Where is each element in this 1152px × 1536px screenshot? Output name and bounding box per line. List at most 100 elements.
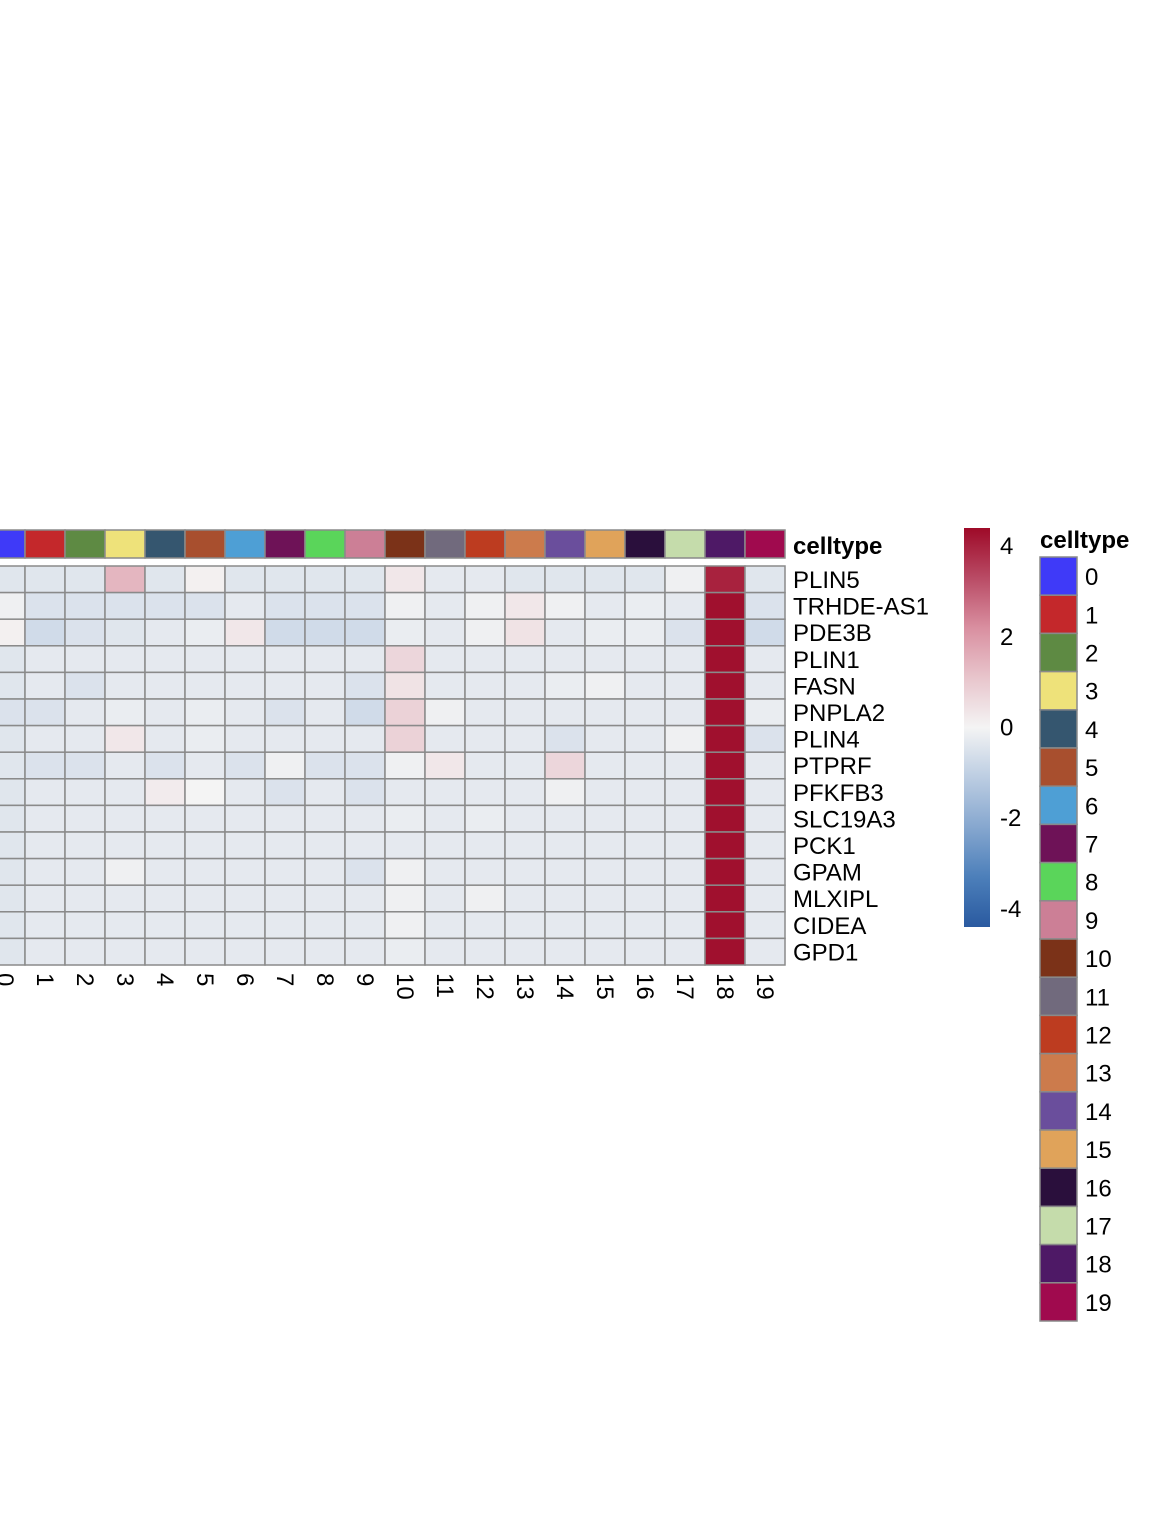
heatmap-cell <box>664 857 706 886</box>
legend-swatch-8 <box>1039 861 1078 902</box>
heatmap-cell <box>424 937 466 966</box>
colorbar: 4 2 0 -2 -4 <box>964 528 1021 927</box>
heatmap-cell <box>184 804 226 833</box>
annotation-cell-19 <box>744 529 786 559</box>
heatmap-cell <box>64 565 106 594</box>
heatmap-cell <box>0 698 26 727</box>
heatmap-cell <box>104 857 146 886</box>
heatmap-cell <box>264 884 306 913</box>
column-label: 11 <box>431 973 458 998</box>
heatmap-cell <box>304 884 346 913</box>
column-label: 4 <box>151 973 178 986</box>
heatmap-cell <box>384 645 426 674</box>
colorbar-tick-label: -4 <box>1000 896 1021 923</box>
column-label: 6 <box>231 973 258 986</box>
heatmap-cell <box>224 884 266 913</box>
row-label: MLXIPL <box>793 886 878 913</box>
heatmap-cell <box>64 618 106 647</box>
heatmap-cell <box>584 937 626 966</box>
heatmap-cell <box>224 591 266 620</box>
heatmap-cell <box>624 618 666 647</box>
heatmap-cell <box>464 618 506 647</box>
colorbar-gradient <box>964 528 990 927</box>
heatmap-cell <box>64 724 106 753</box>
legend-swatch-4 <box>1039 709 1078 749</box>
heatmap-cell <box>64 698 106 727</box>
heatmap-cell <box>744 884 786 913</box>
colorbar-tick-label: -2 <box>1000 805 1021 832</box>
heatmap-cell <box>304 618 346 647</box>
heatmap-cell <box>704 565 746 594</box>
heatmap-cell <box>424 857 466 886</box>
heatmap-cell <box>344 591 386 620</box>
heatmap-cell <box>344 565 386 594</box>
column-label: 12 <box>471 973 498 1000</box>
heatmap-cell <box>664 911 706 940</box>
legend-label: 10 <box>1085 946 1112 973</box>
heatmap-cell <box>144 857 186 886</box>
heatmap-cell <box>224 724 266 753</box>
heatmap-cell <box>464 778 506 807</box>
heatmap-cell <box>104 831 146 860</box>
heatmap-cell <box>544 857 586 886</box>
heatmap-cell <box>224 857 266 886</box>
annotation-cell-16 <box>624 529 666 559</box>
legend-label: 3 <box>1085 679 1098 706</box>
heatmap-cell <box>384 778 426 807</box>
heatmap-cell <box>64 911 106 940</box>
heatmap-cell <box>184 884 226 913</box>
heatmap-cell <box>344 671 386 700</box>
heatmap-cell <box>184 937 226 966</box>
heatmap-cell <box>224 831 266 860</box>
column-label: 13 <box>511 973 538 1000</box>
heatmap-cell <box>424 671 466 700</box>
heatmap-cell <box>464 751 506 780</box>
heatmap-cell <box>504 698 546 727</box>
heatmap-cell <box>704 937 746 966</box>
heatmap-cell <box>24 645 66 674</box>
heatmap-cell <box>384 591 426 620</box>
heatmap-cells <box>0 565 786 966</box>
annotation-cell-8 <box>304 529 346 559</box>
heatmap-cell <box>144 671 186 700</box>
annotation-cell-11 <box>424 529 466 559</box>
heatmap-cell <box>584 804 626 833</box>
heatmap-cell <box>304 698 346 727</box>
column-label: 15 <box>591 973 618 1000</box>
heatmap-cell <box>184 857 226 886</box>
heatmap-cell <box>504 884 546 913</box>
column-label: 10 <box>391 973 418 1000</box>
heatmap-cell <box>584 751 626 780</box>
heatmap-cell <box>184 591 226 620</box>
heatmap-cell <box>424 565 466 594</box>
heatmap-cell <box>304 751 346 780</box>
heatmap-cell <box>304 831 346 860</box>
heatmap-cell <box>184 698 226 727</box>
legend-swatch-1 <box>1039 594 1078 635</box>
heatmap-cell <box>744 937 786 966</box>
column-label: 9 <box>351 973 378 986</box>
heatmap-cell <box>0 884 26 913</box>
heatmap-cell <box>104 618 146 647</box>
heatmap-cell <box>624 937 666 966</box>
heatmap-cell <box>424 618 466 647</box>
heatmap-cell <box>704 591 746 620</box>
heatmap-cell <box>704 671 746 700</box>
heatmap-cell <box>264 804 306 833</box>
column-label: 0 <box>0 973 18 986</box>
row-label: PDE3B <box>793 620 872 647</box>
heatmap-cell <box>744 565 786 594</box>
column-label: 8 <box>311 973 338 986</box>
heatmap-cell <box>664 645 706 674</box>
heatmap-cell <box>104 804 146 833</box>
heatmap-cell <box>704 804 746 833</box>
heatmap-cell <box>704 751 746 780</box>
heatmap-cell <box>504 937 546 966</box>
row-label: GPAM <box>793 860 862 887</box>
legend-swatch-17 <box>1039 1205 1078 1246</box>
heatmap-cell <box>544 591 586 620</box>
heatmap-cell <box>384 937 426 966</box>
heatmap-cell <box>344 884 386 913</box>
heatmap-cell <box>384 671 426 700</box>
legend-swatch-16 <box>1039 1167 1078 1208</box>
